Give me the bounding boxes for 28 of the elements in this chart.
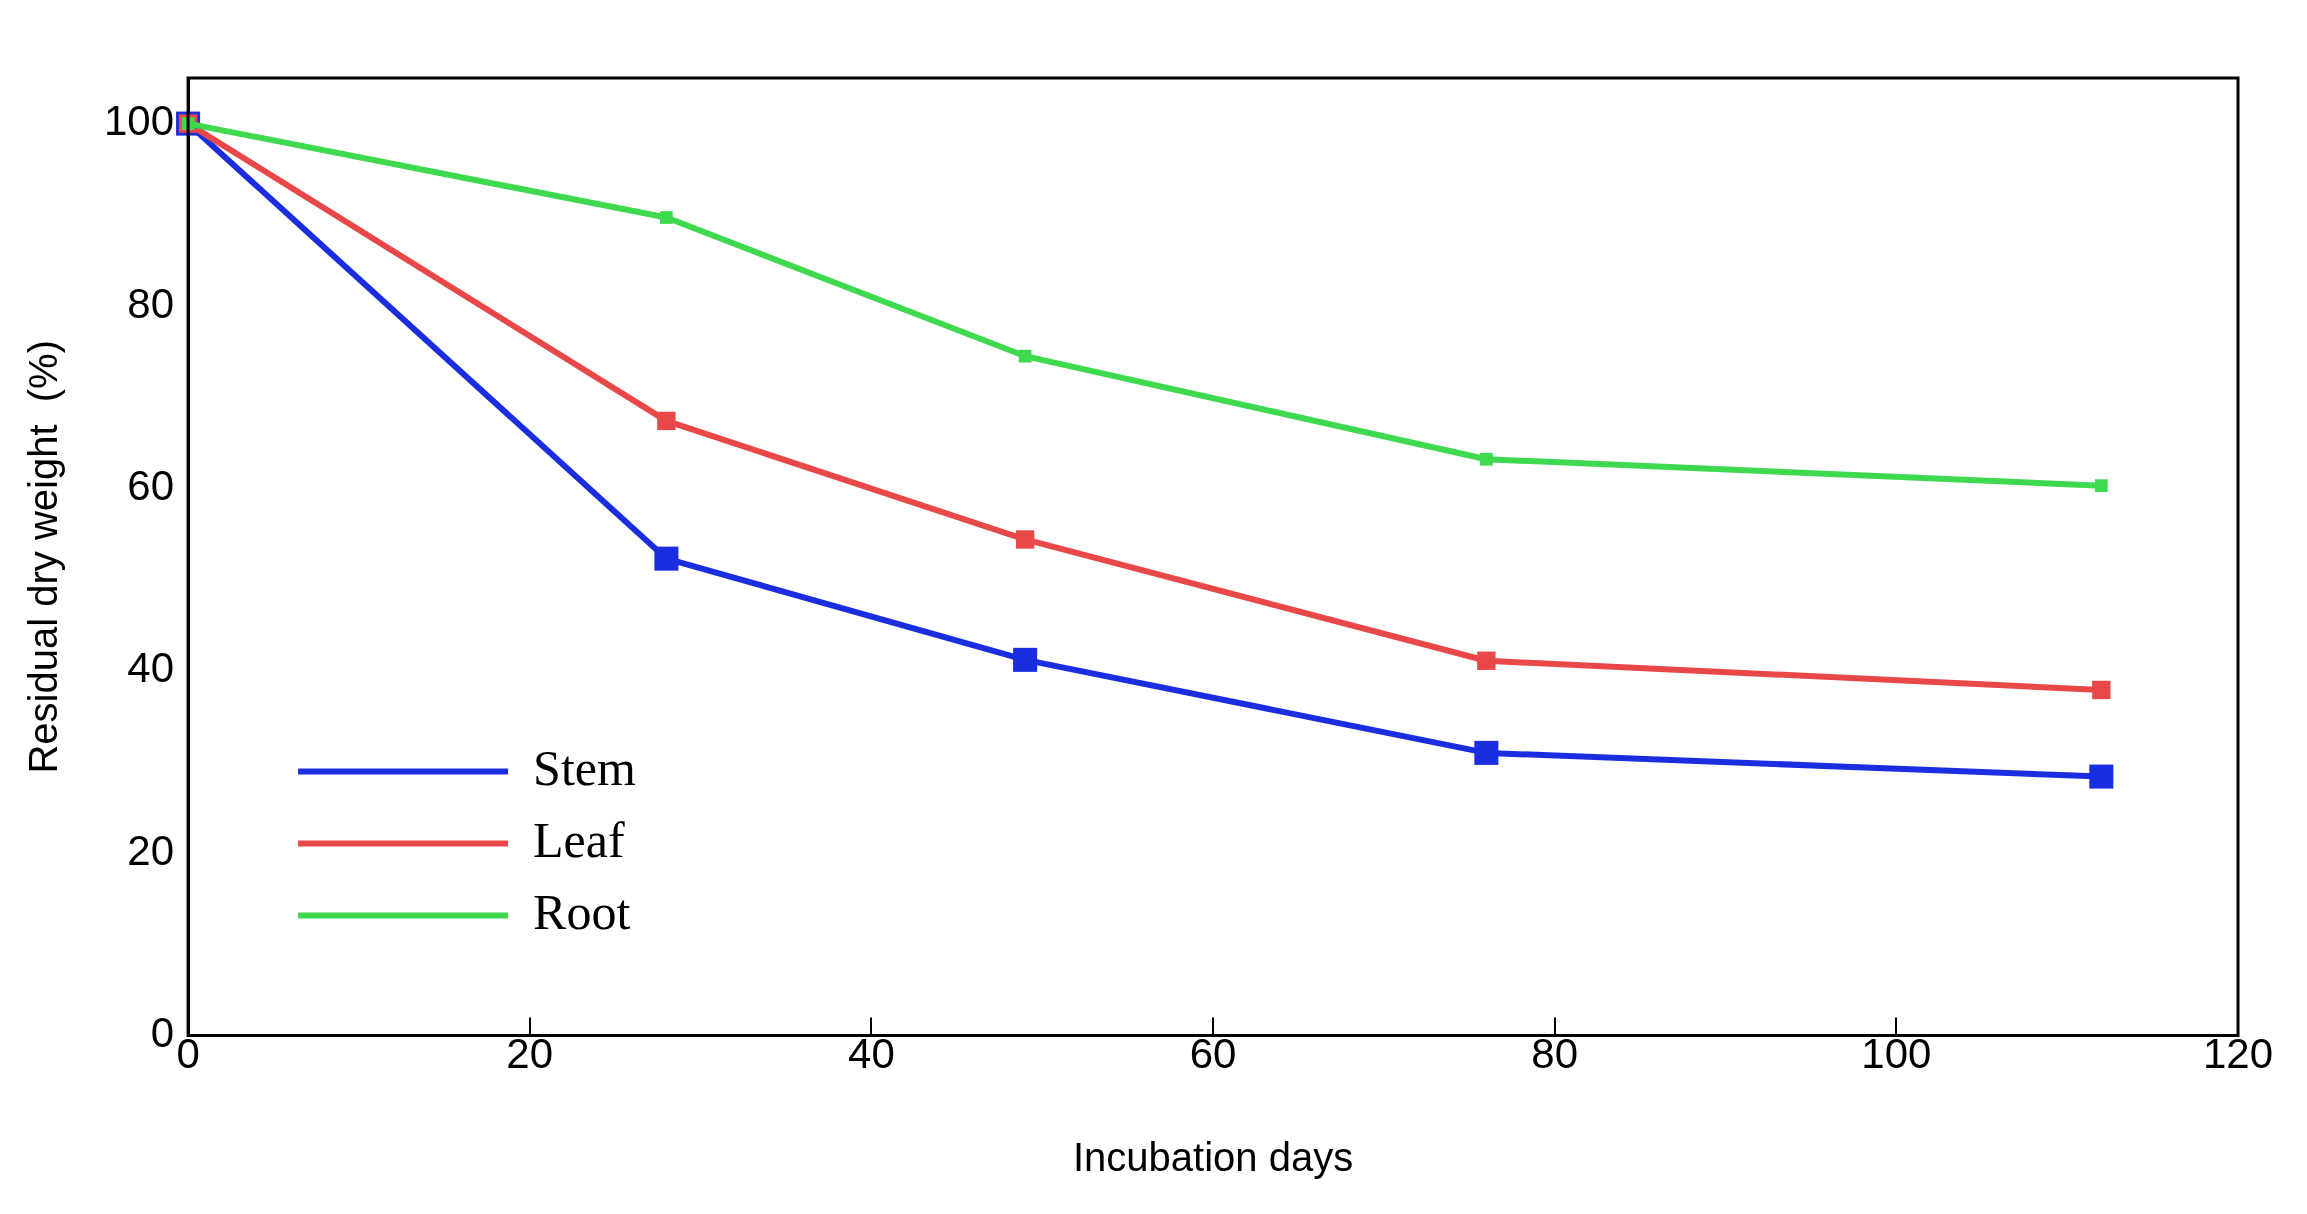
legend-label: Stem bbox=[533, 739, 636, 796]
point bbox=[2089, 764, 2114, 789]
y-tick-label: 40 bbox=[127, 644, 175, 692]
y-axis-title: Residual dry weight (%) bbox=[21, 340, 66, 774]
x-tick-label: 80 bbox=[1531, 1030, 1579, 1078]
y-tick-label: 80 bbox=[127, 279, 175, 327]
point bbox=[1018, 349, 1032, 363]
x-tick-label: 60 bbox=[1189, 1030, 1237, 1078]
point bbox=[654, 546, 679, 571]
point bbox=[1013, 647, 1038, 672]
y-tick-label: 60 bbox=[127, 461, 175, 509]
point bbox=[657, 411, 676, 431]
legend-label: Leaf bbox=[533, 811, 625, 868]
y-tick-label: 100 bbox=[104, 97, 175, 145]
point bbox=[1477, 651, 1496, 670]
point bbox=[2094, 479, 2108, 493]
point bbox=[1474, 740, 1499, 765]
y-tick-label: 20 bbox=[127, 826, 175, 874]
x-axis-title: Incubation days bbox=[1072, 1135, 1354, 1180]
point bbox=[1480, 452, 1493, 466]
x-tick-label: 120 bbox=[2202, 1030, 2274, 1078]
legend-label: Root bbox=[533, 883, 631, 940]
x-tick-label: 100 bbox=[1861, 1030, 1932, 1078]
point bbox=[660, 211, 673, 224]
x-tick-label: 20 bbox=[506, 1030, 554, 1078]
point bbox=[2092, 680, 2111, 700]
x-tick-label: 40 bbox=[848, 1030, 895, 1078]
point bbox=[1015, 530, 1035, 549]
